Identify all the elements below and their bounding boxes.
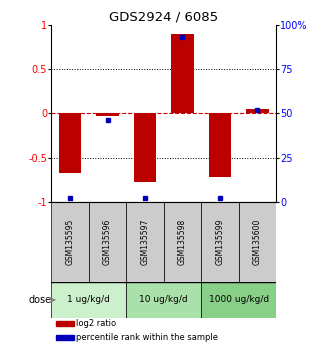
Text: percentile rank within the sample: percentile rank within the sample — [76, 333, 218, 342]
Text: 1000 ug/kg/d: 1000 ug/kg/d — [209, 296, 269, 304]
Text: GSM135596: GSM135596 — [103, 219, 112, 265]
Text: GSM135598: GSM135598 — [178, 219, 187, 265]
Bar — [171, 34, 194, 113]
Bar — [126, 202, 164, 282]
Bar — [89, 202, 126, 282]
Bar — [209, 113, 231, 177]
Bar — [164, 202, 201, 282]
Text: GSM135595: GSM135595 — [65, 219, 74, 265]
Title: GDS2924 / 6085: GDS2924 / 6085 — [109, 11, 218, 24]
Bar — [56, 335, 74, 340]
Text: 1 ug/kg/d: 1 ug/kg/d — [67, 296, 110, 304]
Text: log2 ratio: log2 ratio — [76, 319, 116, 328]
Bar — [201, 282, 276, 318]
Bar — [51, 282, 126, 318]
Text: dose: dose — [28, 295, 51, 305]
Text: GSM135599: GSM135599 — [215, 219, 224, 265]
Bar — [126, 282, 201, 318]
Text: 10 ug/kg/d: 10 ug/kg/d — [139, 296, 188, 304]
Bar — [134, 113, 156, 182]
Text: GSM135600: GSM135600 — [253, 219, 262, 265]
Text: GSM135597: GSM135597 — [141, 219, 150, 265]
Bar — [56, 321, 74, 326]
Bar — [51, 202, 89, 282]
Bar — [96, 113, 119, 116]
Bar — [246, 109, 269, 113]
Bar — [59, 113, 81, 173]
Bar — [239, 202, 276, 282]
Bar — [201, 202, 239, 282]
